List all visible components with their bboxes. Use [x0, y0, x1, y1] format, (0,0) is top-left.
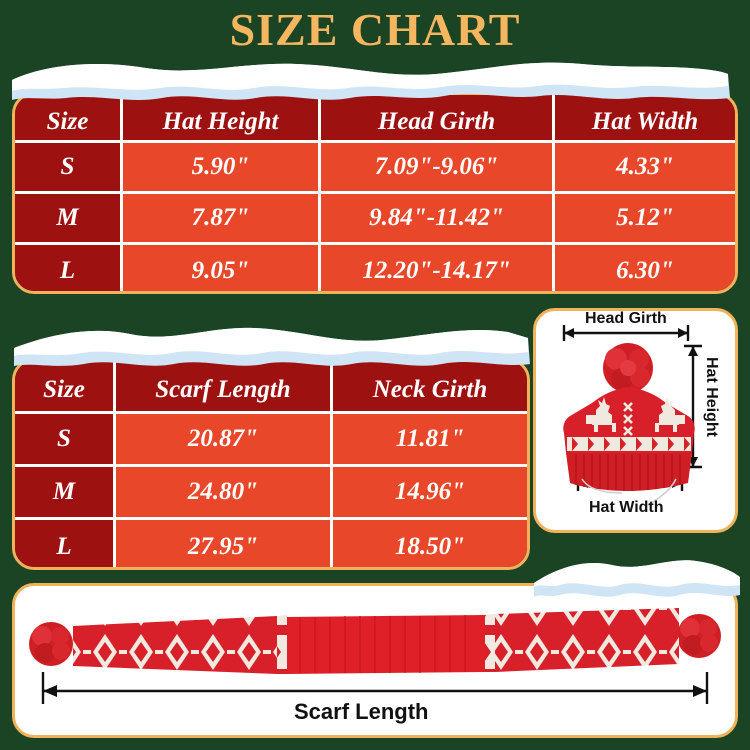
- hat-size-table-panel: Size Hat Height Head Girth Hat Width S 5…: [12, 92, 738, 294]
- cell-scarf-length: 27.95": [116, 520, 333, 567]
- arrowhead-left-icon: [43, 685, 57, 697]
- cell-neck-girth: 11.81": [333, 414, 527, 467]
- cell-hat-height: 5.90": [123, 143, 321, 194]
- hat-width-label: Hat Width: [589, 499, 664, 516]
- hat-height-label: Hat Height: [703, 357, 720, 437]
- table-row: M 24.80" 14.96": [15, 467, 527, 520]
- column-header-hat-width: Hat Width: [555, 95, 735, 143]
- table-row: M 7.87" 9.84"-11.42" 5.12": [15, 194, 735, 245]
- cell-hat-height: 9.05": [123, 245, 321, 291]
- page-title: SIZE CHART: [229, 4, 521, 55]
- table-header-row: Size Hat Height Head Girth Hat Width: [15, 95, 735, 143]
- cell-hat-height: 7.87": [123, 194, 321, 245]
- scarf-size-table: Size Scarf Length Neck Girth S 20.87" 11…: [15, 361, 527, 567]
- scarf-ribbing: [299, 615, 466, 673]
- arrowhead-up-icon: [688, 346, 698, 356]
- scarf-diagram-panel: Scarf Length: [12, 583, 738, 738]
- table-header-row: Size Scarf Length Neck Girth: [15, 361, 527, 414]
- cell-size: S: [15, 414, 116, 467]
- brim-ribbing: [575, 454, 681, 491]
- cell-scarf-length: 24.80": [116, 467, 333, 520]
- cell-head-girth: 7.09"-9.06": [321, 143, 555, 194]
- cell-hat-width: 4.33": [555, 143, 735, 194]
- table-row: L 27.95" 18.50": [15, 520, 527, 567]
- cell-neck-girth: 18.50": [333, 520, 527, 567]
- cell-head-girth: 9.84"-11.42": [321, 194, 555, 245]
- column-header-neck-girth: Neck Girth: [333, 361, 527, 414]
- scarf-length-label: Scarf Length: [294, 699, 429, 724]
- hat-diagram-panel: Head Girth Hat Height Hat Width: [533, 308, 738, 533]
- snowflake-motif: [623, 402, 633, 436]
- hat-head-girth-label: Head Girth: [585, 310, 667, 327]
- column-header-size: Size: [15, 95, 123, 143]
- arrowhead-right-icon: [693, 685, 707, 697]
- cell-head-girth: 12.20"-14.17": [321, 245, 555, 291]
- column-header-size: Size: [15, 361, 116, 414]
- table-row: S 5.90" 7.09"-9.06" 4.33": [15, 143, 735, 194]
- reindeer-motif-left: [586, 397, 616, 432]
- cell-size: M: [15, 194, 123, 245]
- knit-hat-image: [563, 343, 695, 506]
- column-header-scarf-length: Scarf Length: [116, 361, 333, 414]
- cell-scarf-length: 20.87": [116, 414, 333, 467]
- scarf-diagram-svg: [29, 608, 721, 704]
- cell-size: L: [15, 520, 116, 567]
- cell-size: S: [15, 143, 123, 194]
- knit-scarf-image: [29, 608, 721, 674]
- column-header-head-girth: Head Girth: [321, 95, 555, 143]
- scarf-length-arrow-icon: [41, 672, 709, 704]
- column-header-hat-height: Hat Height: [123, 95, 321, 143]
- arrowhead-left-icon: [564, 328, 574, 338]
- hat-size-table: Size Hat Height Head Girth Hat Width S 5…: [15, 95, 735, 291]
- cell-hat-width: 5.12": [555, 194, 735, 245]
- table-row: S 20.87" 11.81": [15, 414, 527, 467]
- scarf-size-table-panel: Size Scarf Length Neck Girth S 20.87" 11…: [12, 358, 530, 570]
- table-row: L 9.05" 12.20"-14.17" 6.30": [15, 245, 735, 291]
- cell-size: M: [15, 467, 116, 520]
- cell-hat-width: 6.30": [555, 245, 735, 291]
- arrowhead-right-icon: [678, 328, 688, 338]
- hat-diagram-svg: [562, 325, 702, 506]
- cell-neck-girth: 14.96": [333, 467, 527, 520]
- reindeer-motif-right: [655, 397, 685, 432]
- cell-size: L: [15, 245, 123, 291]
